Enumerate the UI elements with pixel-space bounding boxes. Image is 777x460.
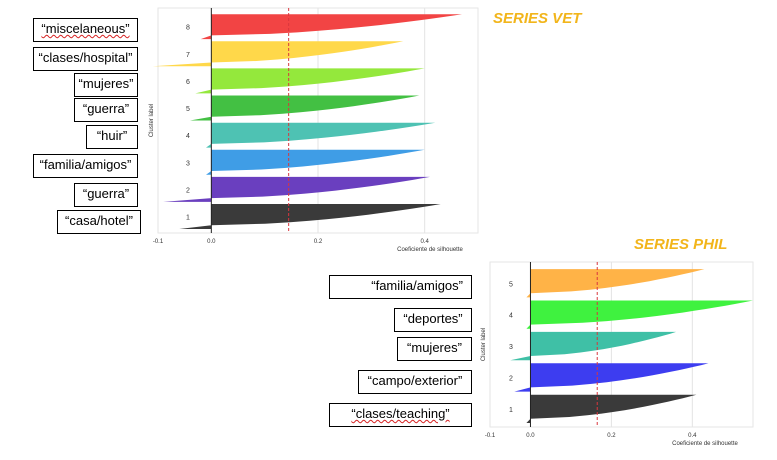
cluster-label-text: “mujeres”	[78, 76, 134, 91]
silhouette-band-7	[152, 41, 404, 67]
silhouette-band-2	[514, 363, 709, 392]
x-tick-label: 0.0	[526, 433, 535, 439]
cluster-label-text: “familia/amigos”	[371, 278, 463, 293]
x-axis-label: Coeficiente de silhouette	[672, 441, 738, 447]
cluster-tick-label: 5	[509, 281, 513, 288]
cluster-tick-label: 3	[509, 344, 513, 351]
cluster-label-text: “deportes”	[403, 311, 463, 326]
cluster-label-box-6: “mujeres”	[74, 73, 138, 97]
cluster-label-box-3: “mujeres”	[397, 337, 472, 361]
x-tick-label: 0.4	[420, 239, 429, 245]
cluster-label-text: “campo/exterior”	[367, 373, 463, 388]
cluster-label-text: “guerra”	[82, 101, 130, 116]
cluster-label-box-2: “guerra”	[74, 183, 138, 207]
x-tick-label: -0.1	[485, 433, 496, 439]
x-tick-label: 0.0	[207, 239, 216, 245]
silhouette-band-4	[526, 300, 753, 329]
silhouette-band-5	[190, 95, 420, 121]
cluster-tick-label: 8	[186, 25, 190, 32]
cluster-label-text: “mujeres”	[407, 340, 462, 355]
cluster-label-box-1: “clases/teaching”	[329, 403, 472, 427]
x-tick-label: -0.1	[153, 239, 164, 245]
x-tick-label: 0.4	[688, 433, 697, 439]
y-axis-label: Cluster label	[149, 104, 155, 137]
cluster-tick-label: 2	[509, 375, 513, 382]
cluster-label-box-5: “guerra”	[74, 98, 138, 122]
x-tick-label: 0.2	[314, 239, 323, 245]
cluster-label-box-5: “familia/amigos”	[329, 275, 472, 299]
cluster-tick-label: 1	[186, 215, 190, 222]
cluster-label-box-2: “campo/exterior”	[358, 370, 472, 394]
cluster-label-box-3: “familia/amigos”	[33, 154, 138, 178]
silhouette-band-5	[526, 269, 705, 298]
cluster-tick-label: 7	[186, 52, 190, 59]
cluster-label-box-8: “miscelaneous”	[33, 18, 138, 42]
cluster-tick-label: 4	[186, 133, 190, 140]
cluster-tick-label: 4	[509, 313, 513, 320]
y-axis-label: Cluster label	[481, 328, 487, 361]
silhouette-band-4	[206, 122, 436, 148]
cluster-tick-label: 3	[186, 160, 190, 167]
cluster-tick-label: 6	[186, 79, 190, 86]
silhouette-band-6	[195, 68, 425, 94]
cluster-tick-label: 5	[186, 106, 190, 113]
cluster-label-box-4: “deportes”	[394, 308, 472, 332]
silhouette-band-1	[179, 204, 441, 229]
cluster-label-text: “familia/amigos”	[39, 157, 132, 172]
series-phil-title: SERIES PHIL	[634, 236, 728, 253]
x-axis-label: Coeficiente de silhouette	[397, 247, 463, 253]
silhouette-band-3	[206, 149, 425, 175]
cluster-label-box-1: “casa/hotel”	[57, 210, 141, 234]
cluster-label-box-7: “clases/hospital”	[33, 47, 138, 71]
cluster-label-text: “miscelaneous”	[41, 21, 130, 36]
silhouette-band-1	[526, 394, 697, 423]
cluster-tick-label: 1	[509, 407, 513, 414]
series-vet-title: SERIES VET	[493, 10, 582, 27]
silhouette-band-3	[510, 331, 677, 361]
cluster-label-text: “clases/teaching”	[351, 406, 450, 421]
cluster-label-box-4: “huir”	[86, 125, 138, 149]
silhouette-band-8	[200, 14, 462, 40]
cluster-label-text: “clases/hospital”	[38, 50, 133, 65]
cluster-tick-label: 2	[186, 187, 190, 194]
chart-group: 1 2 3 4 5 6 7 8 -0.1 0.0 0.2 0.4 Coeficiente de silh…	[149, 7, 479, 253]
cluster-label-text: “huir”	[96, 128, 128, 143]
chart-group: 1 2 3 4 5 -0.1 0.0 0.2 0.4 Coeficiente de silhoue…	[481, 261, 754, 447]
silhouette-band-2	[163, 176, 431, 202]
cluster-label-text: “casa/hotel”	[65, 213, 133, 228]
x-tick-label: 0.2	[607, 433, 616, 439]
cluster-label-text: “guerra”	[82, 186, 130, 201]
